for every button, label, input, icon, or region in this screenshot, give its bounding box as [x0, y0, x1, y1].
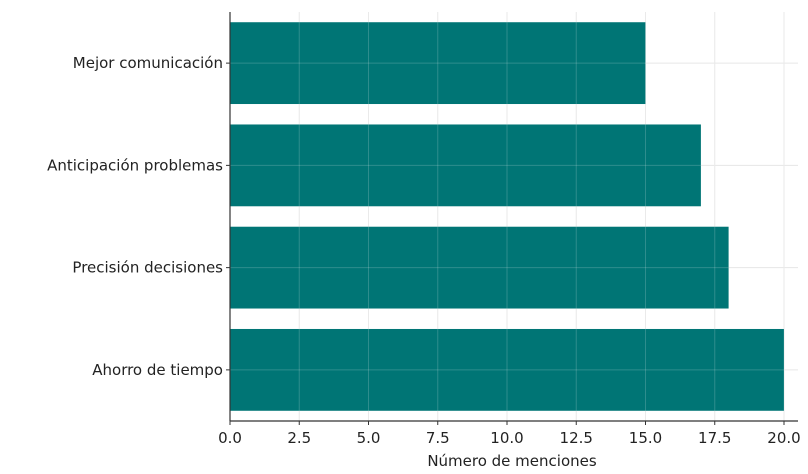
category-label: Anticipación problemas: [47, 156, 223, 174]
x-tick-label: 10.0: [490, 429, 523, 447]
x-tick-label: 2.5: [287, 429, 311, 447]
x-tick-label: 20.0: [767, 429, 800, 447]
x-tick-label: 0.0: [218, 429, 242, 447]
labels: 0.0 2.5 5.0 7.5 10.0 12.5 15.0 17.5 20.0 Ahorro d…: [47, 54, 801, 447]
axes: [226, 12, 798, 425]
bar: [230, 22, 646, 105]
x-tick-label: 15.0: [629, 429, 662, 447]
bar: [230, 226, 729, 309]
bars: [229, 12, 785, 421]
bar: [230, 124, 701, 207]
category-label: Mejor comunicación: [73, 54, 223, 72]
x-tick-label: 17.5: [698, 429, 731, 447]
bar: [230, 328, 784, 411]
category-label: Ahorro de tiempo: [92, 361, 223, 379]
x-tick-label: 7.5: [426, 429, 450, 447]
x-tick-label: 12.5: [560, 429, 593, 447]
category-label: Precisión decisiones: [72, 259, 223, 277]
x-tick-label: 5.0: [357, 429, 381, 447]
x-axis-title: Número de menciones: [427, 452, 597, 469]
